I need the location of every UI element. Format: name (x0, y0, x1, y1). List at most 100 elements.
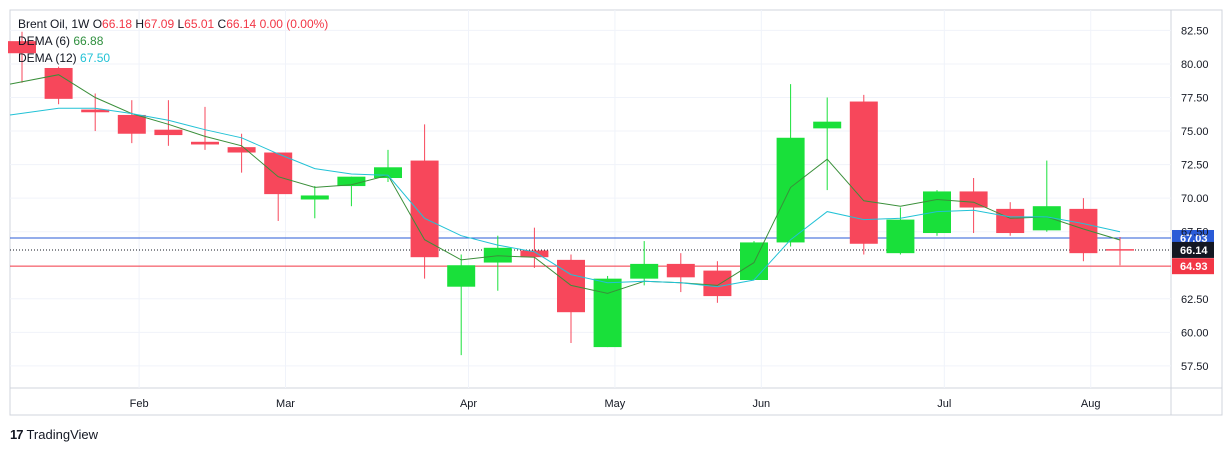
price-tick-label[interactable]: 70.00 (1181, 193, 1209, 205)
price-tick-label[interactable]: 75.00 (1181, 126, 1209, 138)
symbol-label[interactable]: Brent Oil, 1W (18, 17, 90, 31)
price-line-tag (1172, 258, 1214, 275)
candle-down[interactable] (849, 94, 878, 255)
candles-layer[interactable] (8, 31, 1134, 356)
dema12-label[interactable]: DEMA (12) (18, 51, 77, 65)
time-tick-label[interactable]: Aug (1081, 398, 1101, 410)
candle-body (923, 191, 951, 234)
candle-body (996, 208, 1025, 234)
price-axis[interactable]: 82.50 80.00 77.50 75.00 72.50 70.00 67.50 62.50… (1181, 25, 1209, 372)
candle-up[interactable] (374, 149, 402, 183)
price-tick-label[interactable]: 72.50 (1181, 160, 1209, 172)
time-tick-label[interactable]: Jul (937, 398, 951, 410)
candle-down[interactable] (191, 106, 219, 150)
candle-down[interactable] (1069, 198, 1098, 262)
candle-body (337, 176, 366, 187)
candle-up[interactable] (630, 241, 659, 286)
candle-down[interactable] (8, 31, 36, 83)
tradingview-brand[interactable]: 17 TradingView (10, 427, 98, 442)
time-tick-label[interactable]: Mar (276, 398, 295, 410)
candle-body (81, 109, 110, 113)
candle-down[interactable] (959, 178, 988, 234)
high-value: 67.09 (144, 17, 175, 31)
price-tick-label[interactable]: 77.50 (1181, 93, 1209, 105)
candle-down[interactable] (666, 253, 695, 293)
time-tick-label[interactable]: Jun (752, 398, 770, 410)
candle-body (483, 247, 512, 263)
brand-name: TradingView (26, 427, 99, 442)
candle-body (959, 191, 988, 208)
time-tick-label[interactable]: May (605, 398, 626, 410)
candle-body (300, 195, 329, 200)
candle-body (886, 219, 915, 254)
candle-up[interactable] (923, 190, 951, 236)
price-tick-label[interactable]: 67.50 (1181, 227, 1209, 239)
candle-body (520, 250, 549, 258)
legend-dema6-row[interactable]: DEMA (6) 66.88 (18, 33, 328, 50)
legend-dema12-row[interactable]: DEMA (12) 67.50 (18, 50, 328, 67)
candle-body (1106, 249, 1134, 251)
dema12-line (9, 107, 1121, 288)
dema6-label[interactable]: DEMA (6) (18, 34, 71, 48)
candle-up[interactable] (886, 207, 915, 255)
candle-down[interactable] (1106, 237, 1134, 266)
candle-body (410, 160, 439, 258)
candle-up[interactable] (1032, 160, 1061, 232)
candle-down[interactable] (996, 202, 1025, 236)
candle-down[interactable] (410, 124, 439, 279)
candle-body (813, 121, 842, 129)
price-tick-label[interactable]: 62.50 (1181, 294, 1209, 306)
price-tick-label[interactable]: 60.00 (1181, 327, 1209, 339)
time-tick-label[interactable]: Feb (130, 398, 149, 410)
candle-up[interactable] (447, 254, 476, 356)
low-label: L (177, 17, 185, 31)
candle-body (117, 114, 146, 134)
low-value: 65.01 (184, 17, 215, 31)
high-label: H (135, 17, 145, 31)
price-line-tag (1172, 241, 1214, 258)
candle-body (264, 152, 293, 195)
candle-down[interactable] (154, 100, 183, 146)
candle-body (374, 167, 402, 179)
price-tick-label[interactable]: 80.00 (1181, 59, 1209, 71)
time-axis[interactable]: Feb Mar Apr May Jun Jul Aug (130, 398, 1101, 410)
candle-up[interactable] (776, 84, 805, 247)
candle-body (630, 263, 659, 279)
candle-body (593, 278, 622, 348)
candle-down[interactable] (264, 152, 293, 221)
candle-up[interactable] (593, 275, 622, 348)
candle-body (191, 141, 219, 145)
candle-up[interactable] (740, 241, 768, 280)
candle-body (557, 259, 585, 313)
candle-down[interactable] (117, 100, 146, 144)
candle-body (703, 270, 732, 297)
candle-down[interactable] (81, 93, 110, 132)
candle-down[interactable] (703, 261, 732, 303)
candle-body (849, 101, 878, 244)
time-tick-label[interactable]: Apr (460, 398, 477, 410)
price-tick-label[interactable]: 82.50 (1181, 25, 1209, 37)
candle-down[interactable] (557, 254, 585, 344)
chart-legend: Brent Oil, 1W O66.18 H67.09 L65.01 C66.1… (18, 16, 328, 67)
price-tick-label[interactable]: 57.50 (1181, 361, 1209, 373)
candle-up[interactable] (300, 186, 329, 219)
candle-body (776, 137, 805, 243)
candle-body (1069, 208, 1098, 254)
change-value: 0.00 (0.00%) (259, 17, 329, 31)
candle-down[interactable] (520, 227, 549, 268)
close-value: 66.14 (226, 17, 257, 31)
candle-down[interactable] (227, 133, 256, 173)
tradingview-logo-icon: 17 (10, 427, 24, 442)
candle-body (44, 67, 73, 99)
candle-down[interactable] (44, 66, 73, 105)
grid-layer (10, 10, 1171, 388)
candle-up[interactable] (337, 176, 366, 207)
legend-ohlc-row[interactable]: Brent Oil, 1W O66.18 H67.09 L65.01 C66.1… (18, 16, 328, 33)
dema12-value: 67.50 (80, 51, 111, 65)
candle-up[interactable] (813, 97, 842, 191)
dema6-line (9, 74, 1121, 294)
candle-up[interactable] (483, 235, 512, 291)
